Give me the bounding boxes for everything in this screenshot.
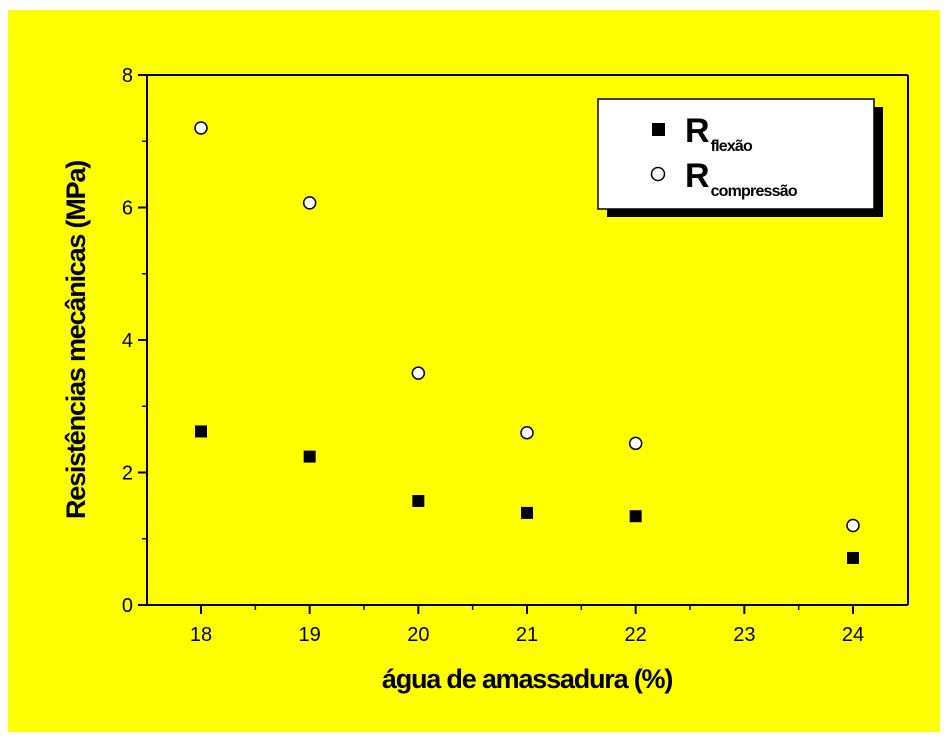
- legend-marker-flexao: [652, 123, 665, 136]
- legend: Rflexão Rcompressão: [597, 98, 883, 217]
- point-compressao: [411, 366, 426, 380]
- point-flexao: [521, 506, 533, 519]
- point-flexao: [847, 551, 859, 564]
- legend-label-flexao: Rflexão: [685, 112, 753, 155]
- point-flexao: [303, 450, 316, 463]
- point-compressao: [520, 426, 534, 440]
- x-tick-label: 22: [625, 624, 647, 646]
- legend-label-compressao-sub: compressão: [711, 183, 798, 200]
- y-tick-label: 8: [122, 65, 133, 87]
- x-tick-label: 21: [516, 624, 538, 646]
- x-tick-label: 18: [190, 624, 212, 646]
- x-tick-label: 19: [299, 624, 321, 646]
- legend-label-compressao-main: R: [685, 157, 710, 195]
- x-axis-title: água de amassadura (%): [382, 664, 672, 694]
- y-tick-label: 4: [122, 330, 133, 352]
- x-tick-label: 24: [842, 624, 864, 646]
- x-tick-label: 20: [407, 624, 429, 646]
- point-compressao: [302, 196, 317, 210]
- point-flexao: [629, 510, 642, 523]
- point-flexao: [412, 494, 425, 507]
- y-tick-label: 2: [122, 463, 133, 485]
- legend-marker-compressao: [650, 166, 666, 182]
- data-markers: [194, 121, 860, 564]
- x-tick-label: 23: [733, 624, 755, 646]
- legend-label-flexao-sub: flexão: [711, 138, 753, 155]
- y-ticks: 0 2 4 6 8: [122, 65, 147, 617]
- point-compressao: [846, 518, 860, 533]
- y-tick-label: 0: [122, 595, 133, 617]
- point-compressao: [194, 121, 208, 135]
- x-ticks: 18 19 20 21 22 23 24: [190, 605, 864, 646]
- legend-label-flexao-main: R: [685, 112, 710, 150]
- legend-label-compressao: Rcompressão: [685, 157, 798, 200]
- point-flexao: [195, 425, 207, 438]
- legend-box: [597, 98, 875, 210]
- y-axis-title: Resistências mecânicas (MPa): [61, 161, 91, 519]
- y-tick-label: 6: [122, 198, 133, 220]
- point-compressao: [628, 436, 643, 451]
